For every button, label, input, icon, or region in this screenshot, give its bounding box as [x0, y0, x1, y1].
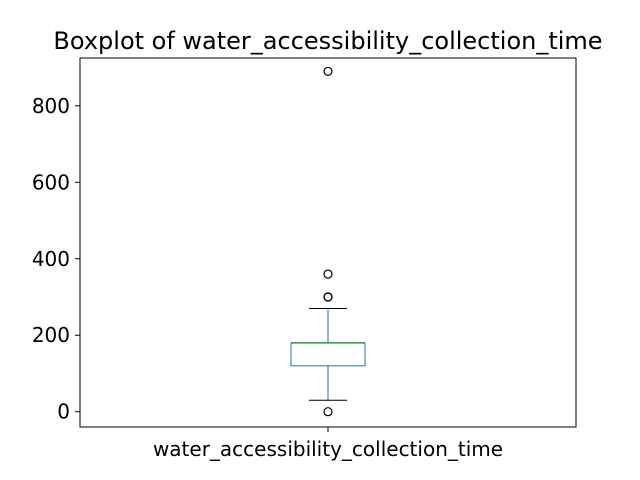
x-tick-label: water_accessibility_collection_time — [153, 437, 503, 461]
y-axis: 0 200 400 600 800 — [32, 94, 80, 424]
y-tick-label: 800 — [32, 94, 70, 118]
outlier-point — [323, 269, 333, 279]
y-tick-label: 400 — [32, 247, 70, 271]
outlier-point — [323, 292, 333, 302]
box-series — [290, 66, 366, 417]
chart-title: Boxplot of water_accessibility_collectio… — [53, 27, 602, 55]
x-axis: water_accessibility_collection_time — [153, 427, 503, 461]
box-group — [290, 66, 366, 417]
y-tick-label: 200 — [32, 323, 70, 347]
iqr-box — [290, 342, 366, 367]
outlier-point — [323, 407, 333, 417]
y-tick-label: 600 — [32, 170, 70, 194]
outlier-point — [323, 66, 333, 76]
y-tick-label: 0 — [57, 400, 70, 424]
